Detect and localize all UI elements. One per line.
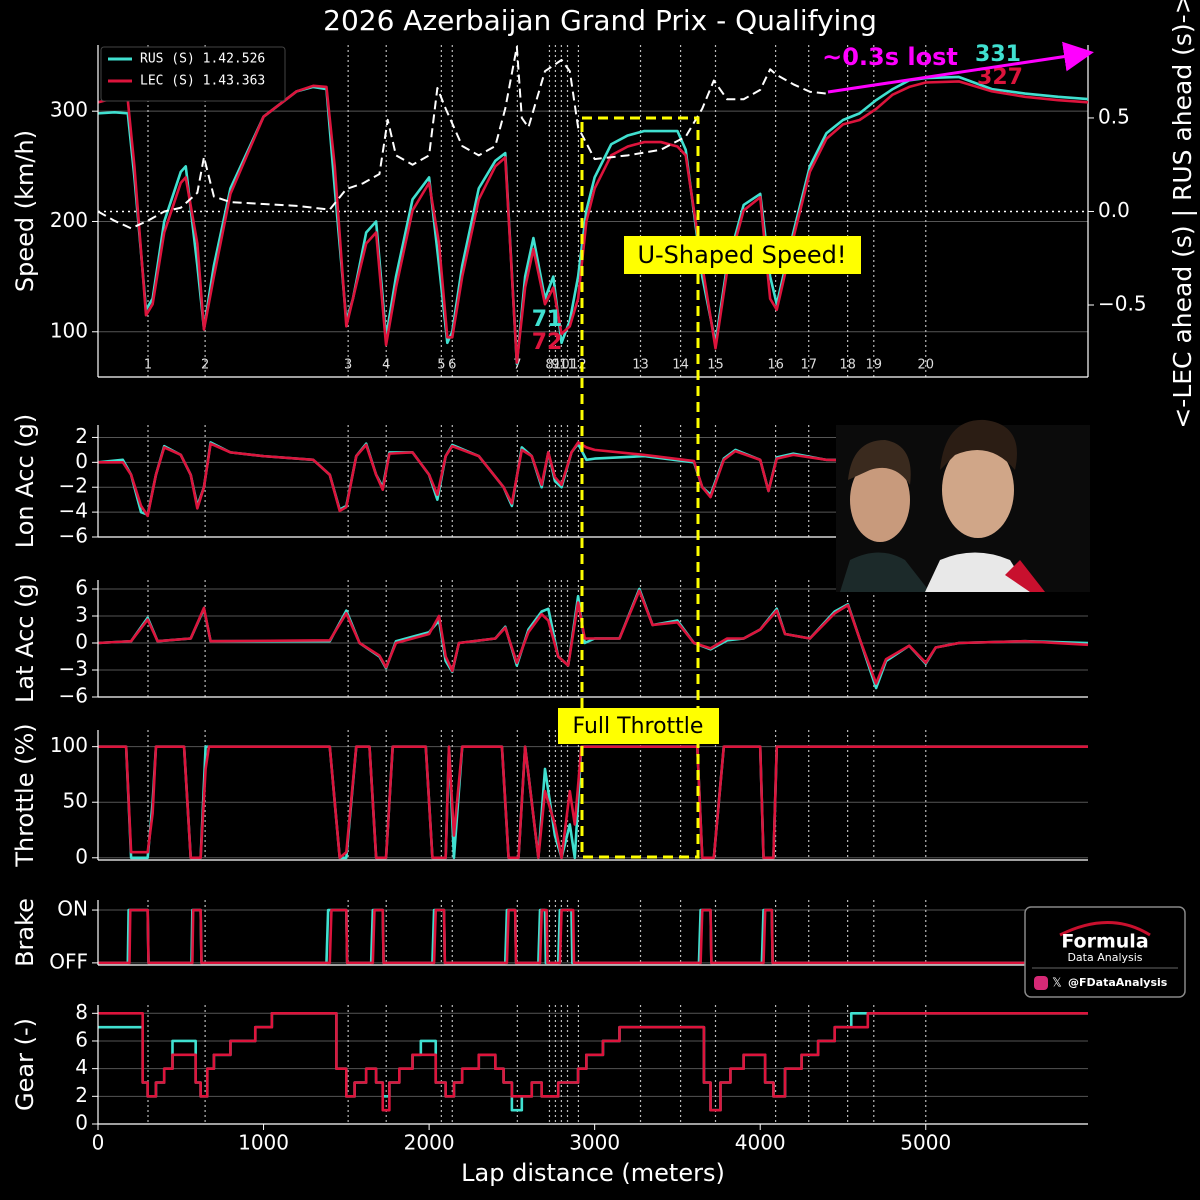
delta-line [97,45,827,230]
corner-label: 8 [545,358,553,373]
chart-title: 2026 Azerbaijan Grand Prix - Qualifying [323,4,877,37]
y-axis-label: Speed (km/h) [11,130,39,292]
legend-box [100,46,286,102]
y-tick-label: 4 [75,1055,88,1079]
corner-label: 2 [201,358,209,373]
corner-label: 7 [513,358,521,373]
throttle-annotation: Full Throttle [573,714,704,739]
legend-label: RUS (S) 1.42.526 [140,52,265,67]
loss-arrow [827,41,1094,94]
y-axis-label: Gear (-) [11,1018,39,1111]
y-tick-label: 0 [75,844,88,868]
y-axis-label: Brake [11,898,39,967]
shape-annotation: U-Shaped Speed! [637,241,846,269]
y2-tick-label: 0.5 [1098,104,1130,128]
corner-label: 6 [448,358,456,373]
corner-label: 13 [632,358,649,373]
y-tick-label: −6 [59,524,88,548]
annotation-box [624,236,861,274]
x-tick-label: 1000 [238,1131,289,1155]
corner-label: 12 [570,358,587,373]
corner-label: 4 [382,358,390,373]
corner-label: 3 [344,358,352,373]
series-line [98,441,1088,518]
y-tick-label: 300 [50,98,88,122]
y-tick-label: 6 [75,1027,88,1051]
corner-label: 5 [437,358,445,373]
y-tick-label: −6 [59,684,88,708]
corner-label: 9 [551,358,559,373]
series-line [98,745,1088,860]
x-tick-label: 3000 [569,1131,620,1155]
y-tick-label: −4 [59,499,88,523]
y-tick-label: 0 [75,1111,88,1135]
corner-label: 1 [144,358,152,373]
min-speed-label: 72 [532,330,563,355]
series-line [98,908,1088,965]
x-icon: 𝕏 [1052,976,1062,990]
legend-label: LEC (S) 1.43.363 [140,74,265,89]
y-tick-label: 100 [50,318,88,342]
corner-label: 20 [917,358,934,373]
y-axis-label: Throttle (%) [11,723,39,867]
y2-tick-label: −0.5 [1098,291,1147,315]
y-tick-label: 0 [75,630,88,654]
x-tick-label: 2000 [404,1131,455,1155]
y-tick-label: −3 [59,657,88,681]
corner-label: 19 [866,358,883,373]
y-tick-label: 2 [75,1083,88,1107]
y-tick-label: OFF [49,949,88,973]
brand-tagline: Data Analysis [1067,951,1142,964]
branding: Formula Data Analysis 𝕏 @FDataAnalysis [1024,906,1186,998]
y-axis-label: Lat Acc (g) [11,574,39,703]
y2-axis-label: <-LEC ahead (s) | RUS ahead (s)-> [1168,0,1197,429]
y-tick-label: −2 [59,474,88,498]
brand-handle: @FDataAnalysis [1068,976,1168,989]
loss-annotation: ~0.3s lost [822,43,958,71]
series-line [97,75,1089,366]
y-tick-label: 6 [75,576,88,600]
min-speed-label: 71 [532,307,563,332]
highlight-box [580,116,700,859]
series-line [97,80,1089,364]
x-tick-label: 4000 [735,1131,786,1155]
y2-tick-label: 0.0 [1098,198,1130,222]
corner-label: 17 [800,358,817,373]
corner-label: 18 [839,358,856,373]
driver-photos [836,419,1090,592]
series-line [98,1012,1088,1112]
y-tick-label: ON [57,897,88,921]
x-axis-label: Lap distance (meters) [461,1159,725,1187]
corner-label: 14 [672,358,689,373]
y-tick-label: 2 [75,424,88,448]
y-axis-label: Lon Acc (g) [11,414,39,548]
corner-label: 11 [559,358,576,373]
x-tick-label: 5000 [900,1131,951,1155]
y-tick-label: 200 [50,208,88,232]
y-tick-label: 50 [63,789,88,813]
corner-label: 15 [707,358,724,373]
y-tick-label: 0 [75,449,88,473]
x-tick-label: 0 [92,1131,105,1155]
y-tick-label: 3 [75,603,88,627]
series-line [97,589,1089,685]
corner-label: 16 [767,358,784,373]
annotation-box [558,708,719,744]
brand-name: Formula [1061,931,1148,953]
y-tick-label: 8 [75,1000,88,1024]
y-tick-label: 100 [50,733,88,757]
corner-label: 10 [553,358,570,373]
